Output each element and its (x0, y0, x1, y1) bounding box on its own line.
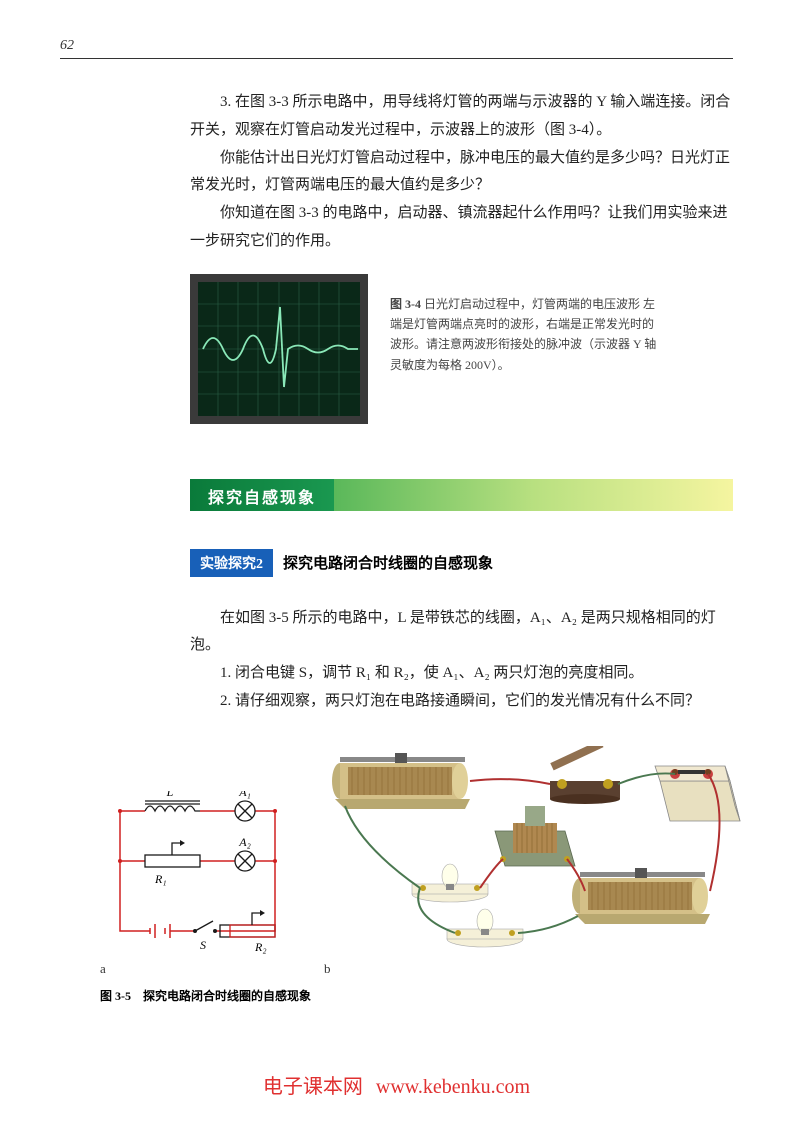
section-header-label: 探究自感现象 (190, 479, 334, 511)
paragraph: 你知道在图 3-3 的电路中，启动器、镇流器起什么作用吗？让我们用实验来进一步研… (190, 200, 733, 256)
figure-caption-text: 日光灯启动过程中，灯管两端的电压波形 左端是灯管两端点亮时的波形，右端是正常发光… (390, 297, 656, 372)
equipment-illustration: b (320, 746, 760, 977)
subfigure-label-b: b (324, 961, 760, 977)
svg-text:S: S (200, 938, 206, 952)
experiment-title: 探究电路闭合时线圈的自感现象 (283, 552, 493, 573)
watermark-url: www.kebenku.com (376, 1076, 530, 1098)
svg-text:R₁: R₁ (154, 872, 167, 886)
oscilloscope-screen (190, 274, 368, 424)
svg-text:A₂: A₂ (238, 835, 251, 849)
body-text-block-2: 在如图 3-5 所示的电路中，L 是带铁芯的线圈，A₁、A₂ 是两只规格相同的灯… (190, 605, 733, 716)
paragraph: 你能估计出日光灯灯管启动过程中，脉冲电压的最大值约是多少吗？日光灯正常发光时，灯… (190, 145, 733, 201)
page-number: 62 (60, 38, 733, 54)
subfigure-label-a: a (100, 961, 295, 977)
figure-3-5-caption: 图 3-5 探究电路闭合时线圈的自感现象 (100, 987, 733, 1004)
svg-text:R₂: R₂ (254, 940, 267, 954)
body-text-block-1: 3. 在图 3-3 所示电路中，用导线将灯管的两端与示波器的 Y 输入端连接。闭… (190, 89, 733, 256)
watermark-text: 电子课本网 (263, 1076, 363, 1098)
experiment-badge: 实验探究2 (190, 549, 273, 577)
paragraph: 在如图 3-5 所示的电路中，L 是带铁芯的线圈，A₁、A₂ 是两只规格相同的灯… (190, 605, 733, 661)
top-rule (60, 58, 733, 59)
paragraph: 1. 闭合电键 S，调节 R₁ 和 R₂，使 A₁、A₂ 两只灯泡的亮度相同。 (190, 660, 733, 688)
section-header: 探究自感现象 (190, 479, 733, 511)
figure-label: 图 3-4 (390, 297, 421, 311)
svg-text:A₁: A₁ (238, 791, 251, 799)
watermark: 电子课本网 www.kebenku.com (0, 1070, 793, 1099)
paragraph: 2. 请仔细观察，两只灯泡在电路接通瞬间，它们的发光情况有什么不同？ (190, 688, 733, 716)
circuit-schematic: L A₁ A₂ R₁ R₂ (100, 791, 295, 977)
figure-3-5-row: L A₁ A₂ R₁ R₂ (60, 746, 733, 977)
figure-3-4-caption: 图 3-4 日光灯启动过程中，灯管两端的电压波形 左端是灯管两端点亮时的波形，右… (390, 294, 660, 376)
paragraph: 3. 在图 3-3 所示电路中，用导线将灯管的两端与示波器的 Y 输入端连接。闭… (190, 89, 733, 145)
experiment-heading: 实验探究2 探究电路闭合时线圈的自感现象 (190, 549, 733, 577)
section-header-gradient (334, 479, 733, 511)
figure-3-4-row: 图 3-4 日光灯启动过程中，灯管两端的电压波形 左端是灯管两端点亮时的波形，右… (190, 274, 733, 424)
svg-text:L: L (166, 791, 174, 799)
